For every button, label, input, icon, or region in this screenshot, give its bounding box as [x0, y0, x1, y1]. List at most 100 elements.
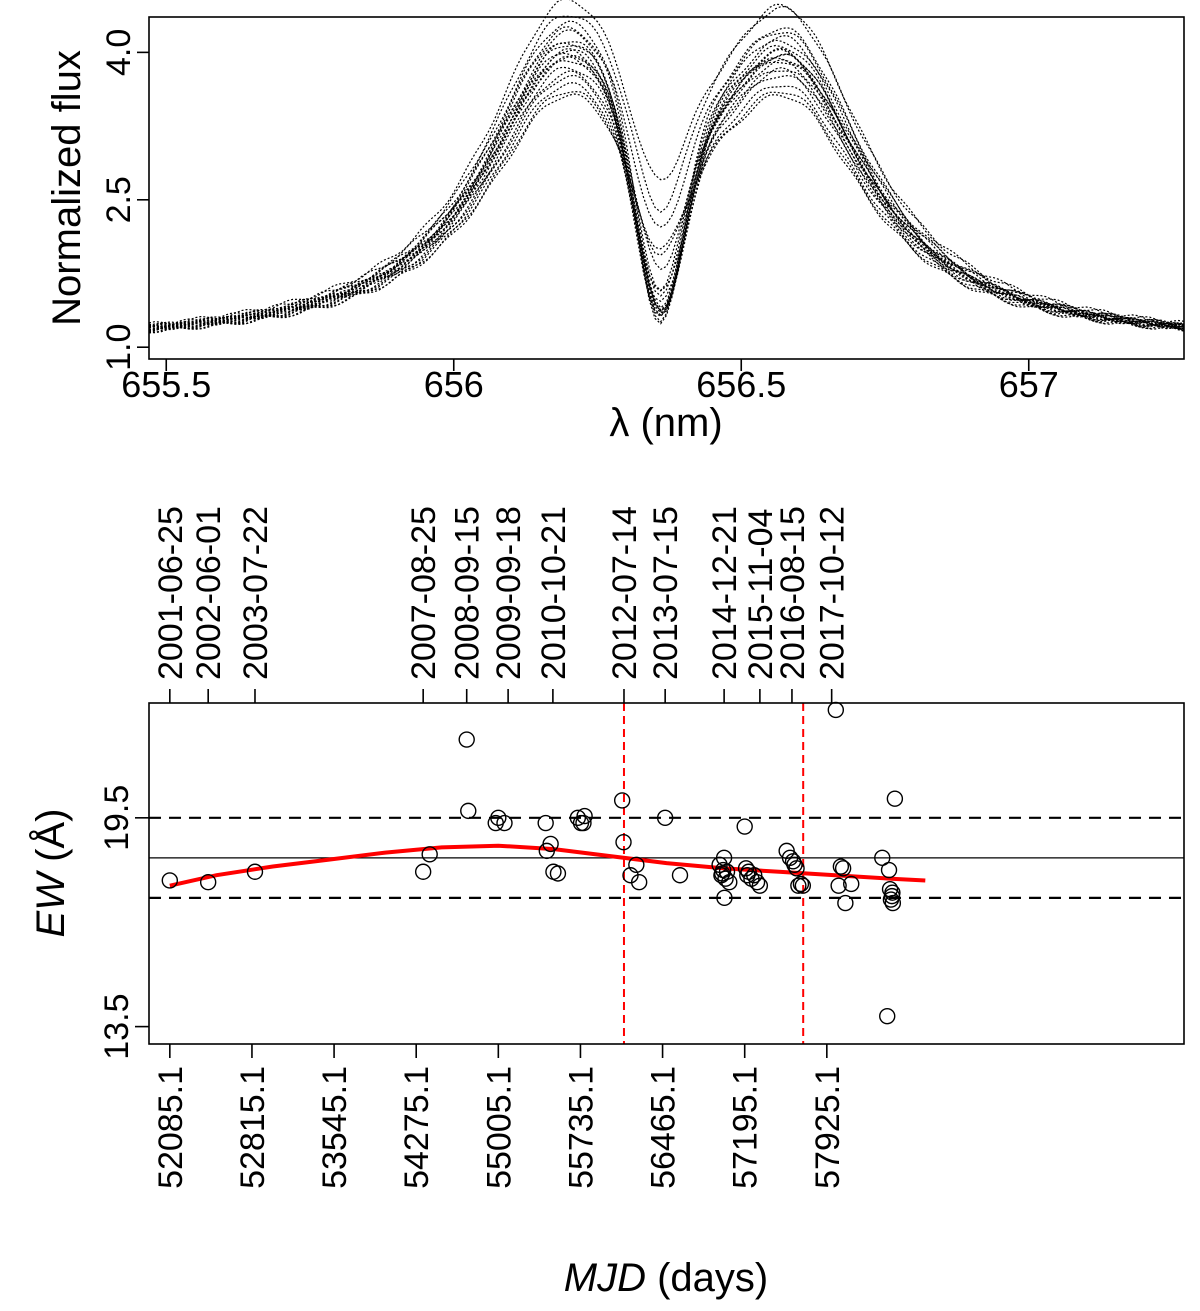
- ew-data-point: [414, 863, 432, 880]
- ew-x-tick-label: 55005.1: [480, 1066, 518, 1189]
- spectrum-line: [148, 26, 1185, 328]
- ew-panel: 2001-06-25 2002-06-01 2003-07-22 2007-08-25…: [28, 506, 1185, 1300]
- ew-points: [161, 701, 904, 1025]
- spectra-y-tick-label: 2.5: [100, 176, 138, 223]
- ew-data-point: [751, 877, 769, 894]
- ew-data-point: [874, 849, 891, 867]
- ew-data-point: [537, 814, 554, 832]
- ew-data-point: [549, 865, 567, 882]
- ew-data-point: [717, 870, 734, 887]
- ew-x-tick-label: 56465.1: [645, 1066, 683, 1189]
- ew-data-point: [827, 701, 845, 719]
- ew-data-point: [790, 877, 807, 894]
- ew-data-point: [788, 860, 805, 877]
- spectrum-line: [148, 49, 1185, 331]
- ew-data-point: [830, 877, 847, 894]
- ew-x-tick-label: 52085.1: [152, 1066, 190, 1189]
- ew-data-point: [490, 809, 507, 827]
- ew-x-tick-label: 57925.1: [809, 1066, 847, 1189]
- ew-data-point: [613, 792, 631, 809]
- ew-data-point: [786, 856, 803, 874]
- ew-date-tick-label: 2017-10-12: [814, 506, 852, 680]
- spectra-y-axis-label: Normalized flux: [45, 50, 89, 326]
- ew-data-point: [832, 858, 850, 875]
- ew-y-axis-label: EW (Å): [28, 809, 73, 938]
- ew-trend: [169, 843, 926, 888]
- spectrum-line: [148, 70, 1185, 332]
- spectrum-line: [148, 91, 1185, 334]
- ew-data-point: [246, 863, 264, 880]
- ew-date-tick-label: 2001-06-25: [152, 506, 190, 680]
- spectra-x-axis-label: λ (nm): [609, 401, 722, 445]
- ew-date-tick-label: 2012-07-14: [606, 506, 644, 680]
- ew-y-tick-label: 19.5: [98, 785, 136, 851]
- ew-x-tick-label: 52815.1: [234, 1066, 272, 1189]
- ew-data-point: [460, 802, 477, 820]
- ew-y-axis-label-rest: (Å): [28, 809, 73, 873]
- spectrum-line: [148, 70, 1185, 333]
- ew-y-axis: 13.5 19.5: [98, 785, 149, 1060]
- spectra-x-tick-label: 656.5: [696, 364, 786, 405]
- ew-data-point: [716, 889, 733, 907]
- spectrum-line: [149, 52, 1185, 330]
- ew-trend-line: [169, 843, 926, 888]
- ew-data-point: [630, 873, 648, 891]
- ew-data-point: [884, 894, 902, 912]
- ew-data-point: [746, 867, 763, 884]
- ew-x-tick-label: 53545.1: [316, 1066, 354, 1189]
- ew-data-point: [886, 790, 904, 807]
- ew-x-tick-label: 55735.1: [562, 1066, 600, 1189]
- ew-date-tick-label: 2009-09-18: [490, 506, 528, 680]
- ew-date-tick-label: 2015-11-04: [742, 509, 780, 680]
- ew-x-axis-label-rest: (days): [646, 1256, 768, 1300]
- ew-x-axis-label: MJD (days): [564, 1256, 768, 1300]
- ew-date-tick-label: 2013-07-15: [647, 506, 685, 680]
- ew-x-axis: 52085.1 52815.1 53545.1 54275.1 55005.1 55735…: [152, 1044, 847, 1189]
- ew-reference-lines: [149, 703, 1184, 1044]
- ew-x-axis-label-italic: MJD: [564, 1256, 646, 1300]
- ew-data-point: [199, 873, 217, 891]
- ew-date-tick-label: 2010-10-21: [535, 506, 573, 680]
- ew-x-tick-label: 54275.1: [398, 1066, 436, 1189]
- ew-date-tick-label: 2014-12-21: [706, 506, 744, 680]
- ew-data-point: [542, 835, 559, 853]
- spectrum-line: [148, 3, 1185, 328]
- spectra-y-tick-label: 4.0: [100, 29, 138, 76]
- ew-x-tick-label: 57195.1: [727, 1066, 765, 1189]
- ew-data-point: [576, 807, 593, 825]
- spectrum-line: [148, 48, 1185, 330]
- ew-data-point: [736, 818, 753, 835]
- ew-y-axis-label-italic: EW: [29, 870, 73, 938]
- spectrum-line: [148, 20, 1185, 329]
- ew-data-point: [496, 814, 513, 832]
- spectrum-line: [148, 47, 1185, 330]
- spectra-y-tick-label: 1.0: [100, 324, 138, 371]
- ew-data-point: [575, 814, 592, 832]
- spectrum-line: [148, 81, 1185, 334]
- ew-data-point: [837, 894, 854, 912]
- ew-date-tick-label: 2007-08-25: [405, 506, 443, 680]
- spectra-x-tick-label: 655.5: [121, 364, 211, 405]
- spectra-x-tick-label: 656: [424, 364, 484, 405]
- spectrum-line: [148, 0, 1185, 326]
- ew-data-point: [718, 863, 736, 880]
- ew-data-point: [458, 731, 475, 748]
- ew-date-tick-label: 2003-07-22: [237, 506, 275, 680]
- ew-data-point: [884, 884, 901, 901]
- ew-data-point: [628, 856, 645, 874]
- spectra-x-tick-label: 657: [999, 364, 1059, 405]
- ew-data-point: [721, 873, 738, 891]
- ew-data-point: [161, 872, 179, 889]
- ew-plot-frame: [148, 702, 1185, 1045]
- spectrum-line: [148, 42, 1185, 329]
- ew-date-tick-label: 2008-09-15: [449, 506, 487, 680]
- spectra-x-axis: 655.5 656 656.5 657: [121, 359, 1059, 405]
- spectra-lines: [148, 0, 1185, 334]
- ew-data-point: [615, 833, 632, 851]
- spectrum-line: [148, 27, 1185, 328]
- ew-data-point: [879, 1007, 896, 1025]
- ew-date-tick-label: 2002-06-01: [190, 506, 228, 680]
- ew-data-point: [421, 846, 438, 863]
- ew-y-tick-label: 13.5: [98, 994, 136, 1060]
